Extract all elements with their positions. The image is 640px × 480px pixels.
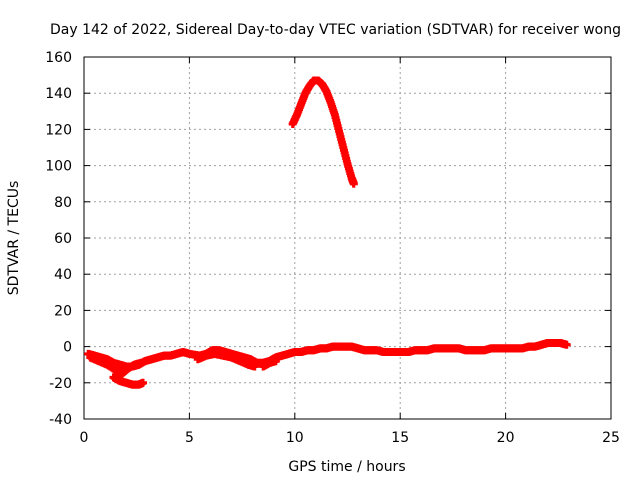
y-tick-label: 40 bbox=[54, 267, 72, 283]
x-tick-label: 20 bbox=[497, 430, 515, 446]
data-point bbox=[562, 340, 571, 349]
y-tick-label: 60 bbox=[54, 231, 72, 247]
plot-frame bbox=[83, 56, 612, 420]
y-tick-label: 120 bbox=[45, 122, 72, 138]
y-axis-label: SDTVAR / TECUs bbox=[6, 181, 22, 296]
data-point bbox=[349, 179, 358, 188]
y-tick-label: 140 bbox=[45, 86, 72, 102]
y-tick-label: 0 bbox=[63, 340, 72, 356]
x-axis-ticks: 0 5 10 15 20 25 bbox=[80, 57, 620, 446]
data-marks bbox=[84, 76, 571, 389]
y-tick-label: 160 bbox=[45, 50, 72, 66]
data-point bbox=[136, 358, 145, 367]
y-tick-label: 20 bbox=[54, 303, 72, 319]
x-tick-label: 10 bbox=[286, 430, 304, 446]
data-point bbox=[271, 357, 280, 366]
y-axis-ticks: -40 -20 0 20 40 60 80 100 120 140 160 bbox=[45, 50, 611, 428]
data-point bbox=[139, 378, 148, 387]
series-lower-branch-c bbox=[193, 349, 259, 371]
x-tick-label: 25 bbox=[602, 430, 620, 446]
chart-title: Day 142 of 2022, Sidereal Day-to-day VTE… bbox=[50, 22, 621, 38]
y-tick-label: -40 bbox=[49, 412, 72, 428]
data-point bbox=[250, 362, 259, 371]
x-tick-label: 5 bbox=[185, 430, 194, 446]
grid bbox=[84, 57, 611, 419]
series-lower-branch-b bbox=[109, 373, 148, 389]
x-axis-label: GPS time / hours bbox=[288, 459, 405, 475]
series-lower-branch-d bbox=[259, 357, 280, 371]
y-tick-label: 100 bbox=[45, 159, 72, 175]
x-tick-label: 15 bbox=[391, 430, 409, 446]
y-tick-label: 80 bbox=[54, 195, 72, 211]
y-tick-label: -20 bbox=[49, 376, 72, 392]
series-main-track bbox=[84, 338, 571, 371]
series-lower-branch-a bbox=[86, 353, 145, 378]
series-arc-track bbox=[288, 76, 358, 188]
x-tick-label: 0 bbox=[80, 430, 89, 446]
